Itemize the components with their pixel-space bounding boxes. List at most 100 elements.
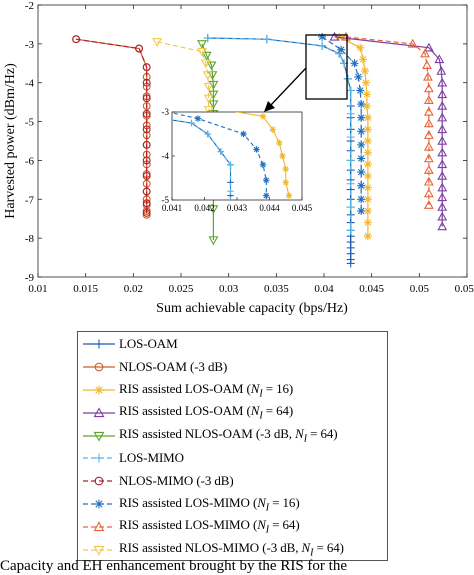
- y-tick-label: -6: [25, 155, 35, 167]
- data-point: [363, 195, 372, 204]
- data-point: [434, 54, 445, 64]
- data-point: [437, 112, 448, 122]
- inset-data-point: [204, 130, 211, 138]
- legend-label-suffix: = 64): [306, 426, 338, 442]
- legend-swatch: [83, 385, 115, 395]
- data-point: [346, 179, 355, 188]
- data-point: [346, 259, 355, 268]
- data-point: [437, 135, 448, 145]
- legend-swatch: [83, 453, 115, 463]
- legend-item: RIS assisted NLOS-MIMO (-3 dB, NI = 64): [78, 538, 387, 561]
- x-tick-label: 0.03: [219, 283, 239, 295]
- data-point: [340, 31, 351, 41]
- series-2: [335, 32, 372, 241]
- inset-data-point: [263, 192, 270, 199]
- data-point: [423, 130, 434, 139]
- series-line: [76, 38, 148, 213]
- zoom-arrow-line: [269, 67, 307, 107]
- legend-label-suffix: = 64): [262, 403, 294, 419]
- inset-data-point: [240, 130, 247, 138]
- data-point: [423, 199, 434, 209]
- data-point: [142, 109, 151, 118]
- data-point: [346, 86, 355, 95]
- x-axis-title: Sum achievable capacity (bps/Hz): [156, 301, 348, 316]
- inset-data-point: [194, 115, 202, 122]
- data-point: [437, 170, 448, 180]
- data-point: [208, 236, 219, 246]
- legend-label-suffix: = 64): [313, 540, 344, 556]
- data-point: [437, 77, 448, 87]
- data-point: [142, 208, 151, 217]
- x-tick-label: 0.055: [455, 283, 474, 295]
- legend-swatch: [83, 521, 115, 531]
- data-point: [422, 71, 433, 81]
- legend-label-text: RIS assisted LOS-MIMO (: [119, 494, 258, 510]
- tick-labels: 0.01 0.015 0.02 0.025 0.03 0.035 0.04 0.045 0.05…: [25, 0, 474, 295]
- data-point: [437, 221, 448, 231]
- legend-swatch: [83, 431, 115, 442]
- y-tick-label: -4: [25, 78, 35, 90]
- inset-series-line: [234, 112, 290, 200]
- inset-plot-area: [171, 111, 303, 201]
- data-point: [207, 71, 218, 81]
- legend-label-text: RIS assisted LOS-OAM (: [119, 403, 251, 419]
- y-tick-label: -9: [25, 272, 35, 284]
- legend-marker: [94, 453, 104, 463]
- data-point: [203, 94, 214, 104]
- inset-data-point: [285, 192, 293, 199]
- zoom-region-box: [305, 34, 348, 100]
- legend-marker: [94, 339, 104, 349]
- inset-series-5: [172, 119, 234, 200]
- data-point: [423, 106, 434, 116]
- legend-label: RIS assisted NLOS-MIMO (-3 dB, NI = 64): [119, 540, 344, 559]
- legend-label-suffix: = 16): [262, 380, 294, 396]
- data-point: [135, 44, 144, 53]
- data-point: [208, 100, 219, 110]
- inset-data-point: [227, 161, 234, 168]
- zoom-arrow-head: [264, 101, 275, 112]
- data-point: [262, 35, 271, 44]
- inset-data-point: [217, 148, 224, 155]
- data-point: [357, 140, 366, 149]
- data-point: [363, 218, 372, 227]
- series-group: [72, 31, 448, 268]
- data-point: [437, 147, 448, 157]
- legend-label-text: RIS assisted LOS-OAM (: [119, 380, 251, 396]
- data-point: [142, 156, 151, 165]
- legend-label-variable: N: [301, 540, 311, 556]
- inset-data-point: [279, 152, 286, 160]
- data-point: [142, 172, 151, 180]
- legend-item: LOS-OAM: [78, 333, 387, 356]
- inset-data-point: [253, 146, 260, 153]
- data-point: [423, 188, 434, 198]
- legend-label: LOS-MIMO: [119, 450, 184, 466]
- data-point: [363, 232, 372, 241]
- data-point: [206, 61, 217, 71]
- data-point: [362, 102, 371, 111]
- data-point: [203, 34, 212, 43]
- legend-swatch: [83, 476, 115, 486]
- data-point: [437, 182, 448, 192]
- data-point: [142, 125, 151, 134]
- legend-swatch: [83, 407, 115, 417]
- data-point: [72, 35, 81, 44]
- data-point: [318, 32, 327, 41]
- data-point: [357, 195, 366, 204]
- data-point: [357, 127, 366, 136]
- legend-label: NLOS-OAM (-3 dB): [119, 359, 227, 375]
- data-point: [142, 150, 151, 159]
- data-point: [423, 176, 434, 186]
- data-point: [437, 211, 448, 221]
- inset-y-tick-label: -5: [162, 195, 170, 205]
- data-point: [437, 159, 448, 169]
- data-point: [437, 89, 448, 99]
- inset-data-point: [259, 161, 267, 168]
- data-point: [356, 43, 365, 52]
- series-5: [203, 34, 355, 235]
- data-point: [363, 125, 372, 134]
- data-point: [437, 201, 448, 211]
- legend-label-subscript: I: [310, 547, 314, 559]
- x-tick-label: 0.025: [169, 283, 194, 295]
- legend-label-suffix: = 64): [269, 517, 300, 533]
- legend-item: RIS assisted LOS-MIMO (NI = 16): [78, 493, 387, 516]
